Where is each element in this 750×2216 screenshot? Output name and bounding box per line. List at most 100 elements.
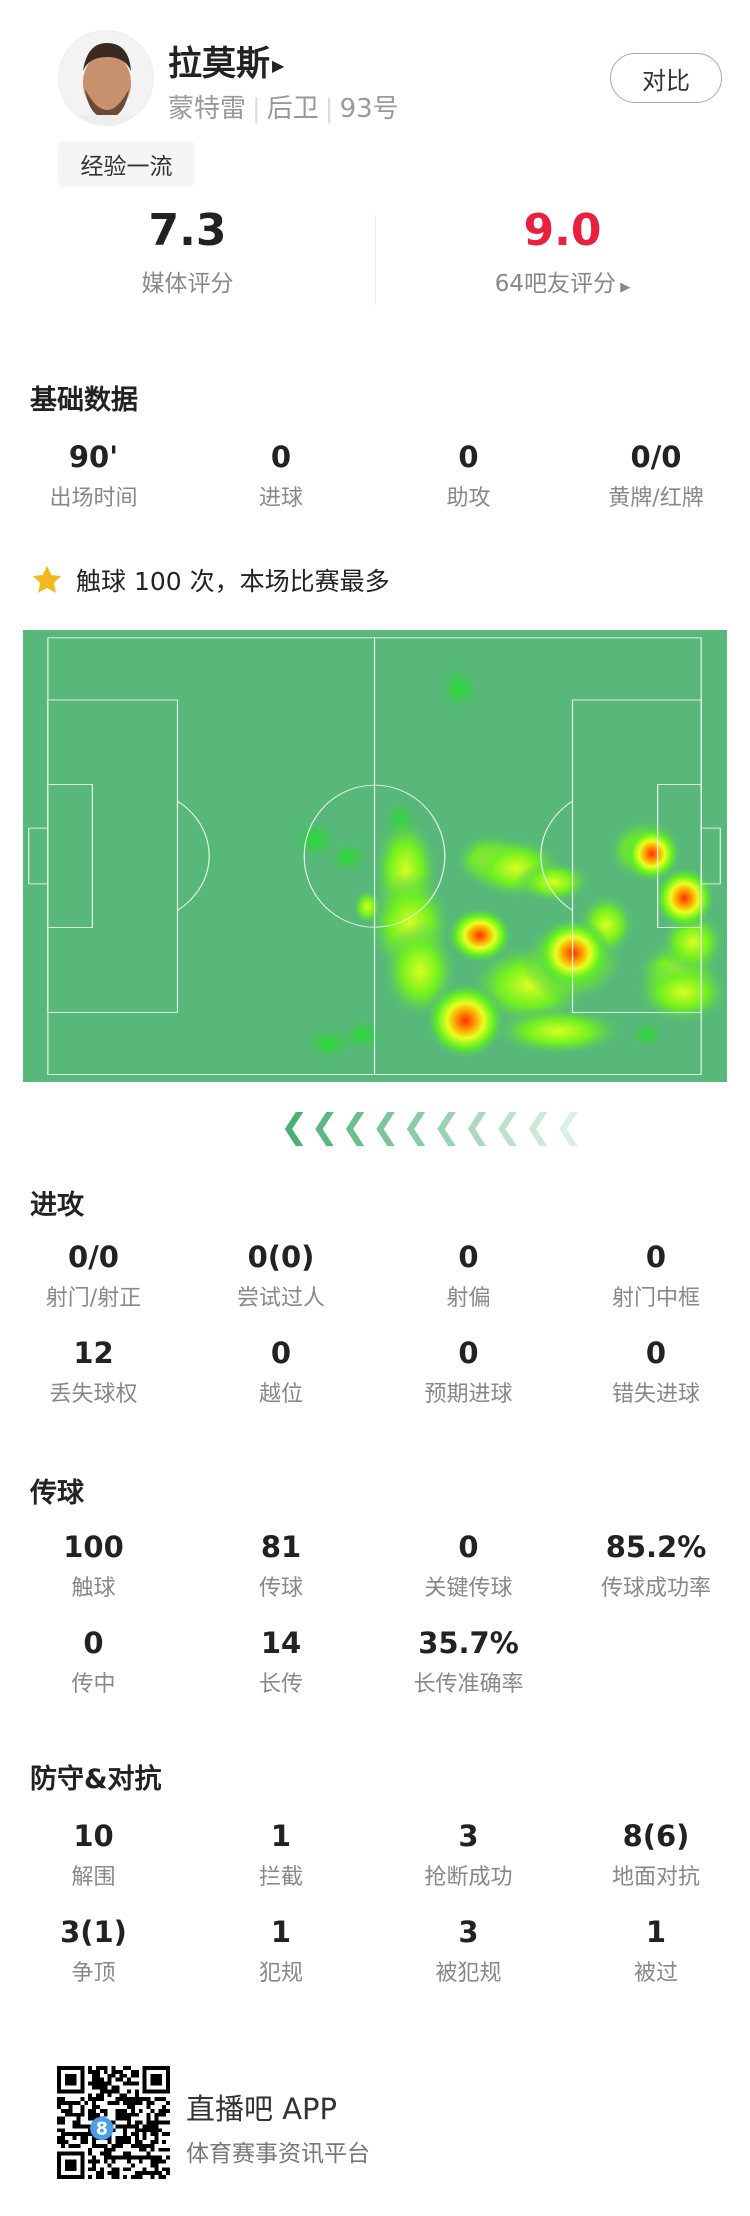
chevron-left-icon: ❮ (402, 1107, 431, 1147)
direction-arrows-icon: ❮ ❮ ❮ ❮ ❮ ❮ ❮ ❮ ❮ ❮ (280, 1110, 583, 1144)
stat-label: 预期进球 (424, 1382, 513, 1407)
pitch-lines (28, 637, 721, 1075)
stat-attack-0: 0/0 射门/射正 (0, 1240, 187, 1312)
stat-value: 0/0 (68, 1240, 119, 1274)
divider (375, 215, 376, 305)
stat-value: 0 (270, 440, 292, 474)
stat-value: 3(1) (60, 1915, 127, 1949)
stat-label: 拦截 (258, 1865, 303, 1890)
chevron-left-icon: ❮ (432, 1107, 462, 1147)
stat-basic-1: 0 进球 (188, 440, 375, 512)
shirt-number: 93号 (339, 94, 399, 124)
stat-value: 14 (260, 1626, 302, 1660)
stat-value: 0/0 (630, 440, 682, 474)
chevron-left-icon: ❮ (554, 1107, 584, 1147)
heat-blob (491, 1006, 626, 1057)
heat-blob (515, 860, 593, 904)
stat-label: 犯规 (258, 1961, 303, 1986)
stat-attack-7: 0 错失进球 (563, 1336, 750, 1408)
stat-value: 3 (458, 1915, 479, 1949)
stat-label: 丢失球权 (49, 1382, 138, 1407)
player-name[interactable]: 拉莫斯 ▶ (168, 36, 284, 85)
player-avatar[interactable] (58, 30, 154, 126)
stat-label: 地面对抗 (611, 1865, 700, 1890)
highlight-text: 触球 100 次，本场比赛最多 (76, 567, 390, 596)
stat-label: 射偏 (446, 1286, 491, 1311)
team-name: 蒙特雷 (168, 94, 247, 124)
star-icon (32, 565, 62, 593)
stat-passing-1: 81 传球 (188, 1530, 375, 1602)
stat-value: 35.7% (418, 1626, 519, 1660)
stat-label: 出场时间 (49, 486, 138, 511)
stat-attack-1: 0(0) 尝试过人 (188, 1240, 375, 1312)
chevron-left-icon: ❮ (524, 1107, 553, 1147)
stat-passing-4: 0 传中 (0, 1626, 187, 1698)
stat-basic-0: 90' 出场时间 (0, 440, 187, 512)
heat-blob (446, 906, 514, 964)
heat-blob (653, 866, 716, 931)
stat-label: 触球 (71, 1576, 116, 1601)
stat-value: 10 (73, 1819, 114, 1853)
stat-value: 0 (83, 1626, 104, 1660)
stat-label: 被过 (633, 1961, 678, 1986)
fan-rating-label: 64吧友评分 ▶ (494, 271, 631, 297)
stat-value: 1 (270, 1819, 292, 1853)
stat-value: 12 (73, 1336, 114, 1370)
qr-code[interactable]: 8 (57, 2066, 170, 2179)
heat-blob (290, 818, 339, 861)
heat-blob (353, 889, 382, 925)
stat-value: 81 (260, 1530, 302, 1564)
stat-value: 1 (270, 1915, 292, 1949)
player-info: 蒙特雷 | 后卫 | 93号 (168, 94, 399, 124)
stat-defense-0: 10 解围 (0, 1819, 187, 1891)
stat-attack-6: 0 预期进球 (375, 1336, 562, 1408)
stat-value: 90' (68, 440, 119, 474)
media-rating-label: 媒体评分 (141, 271, 234, 297)
stat-passing-6: 35.7% 长传准确率 (375, 1626, 562, 1698)
compare-button[interactable]: 对比 (610, 53, 722, 103)
chevron-left-icon: ❮ (280, 1107, 309, 1147)
position: 后卫 (266, 94, 319, 124)
stat-defense-2: 3 抢断成功 (375, 1819, 562, 1891)
media-rating: 7.3 媒体评分 (0, 205, 375, 298)
stat-value: 85.2% (605, 1530, 707, 1564)
stat-defense-1: 1 拦截 (188, 1819, 375, 1891)
heat-blob (635, 960, 727, 1025)
section-title-passing: 传球 (30, 1478, 84, 1509)
fan-rating-value: 9.0 (523, 205, 602, 256)
stat-value: 0 (645, 1240, 667, 1274)
heat-blob (628, 1020, 667, 1049)
stat-value: 0 (645, 1336, 667, 1370)
stat-value: 8(6) (622, 1819, 690, 1853)
stat-label: 射门/射正 (45, 1286, 142, 1311)
stat-label: 传球成功率 (600, 1576, 711, 1601)
stat-label: 进球 (258, 486, 303, 511)
stat-label: 射门中框 (611, 1286, 700, 1311)
stat-value: 0(0) (247, 1240, 315, 1274)
stat-label: 抢断成功 (424, 1865, 513, 1890)
media-rating-value: 7.3 (148, 205, 227, 256)
stat-passing-2: 0 关键传球 (375, 1530, 562, 1602)
stat-defense-4: 3(1) 争顶 (0, 1915, 187, 1987)
stat-label: 助攻 (446, 486, 491, 511)
stat-label: 长传 (258, 1672, 303, 1697)
stat-passing-0: 100 触球 (0, 1530, 187, 1602)
chevron-left-icon: ❮ (371, 1107, 401, 1147)
heat-blob (424, 981, 507, 1060)
stat-label: 长传准确率 (413, 1672, 524, 1697)
stat-attack-2: 0 射偏 (375, 1240, 562, 1312)
chevron-left-icon: ❮ (493, 1107, 523, 1147)
stat-value: 0 (270, 1336, 292, 1370)
stat-value: 1 (645, 1915, 667, 1949)
stat-label: 解围 (71, 1865, 116, 1890)
arrow-right-icon: ▶ (272, 56, 285, 75)
stat-passing-5: 14 长传 (188, 1626, 375, 1698)
stat-label: 尝试过人 (236, 1286, 325, 1311)
stat-attack-3: 0 射门中框 (563, 1240, 750, 1312)
stat-value: 0 (458, 1240, 479, 1274)
stat-attack-4: 12 丢失球权 (0, 1336, 187, 1408)
fan-rating[interactable]: 9.0 64吧友评分 ▶ (375, 205, 750, 298)
section-title-defense: 防守&对抗 (30, 1764, 162, 1795)
stat-value: 3 (458, 1819, 479, 1853)
stat-label: 被犯规 (435, 1961, 502, 1986)
